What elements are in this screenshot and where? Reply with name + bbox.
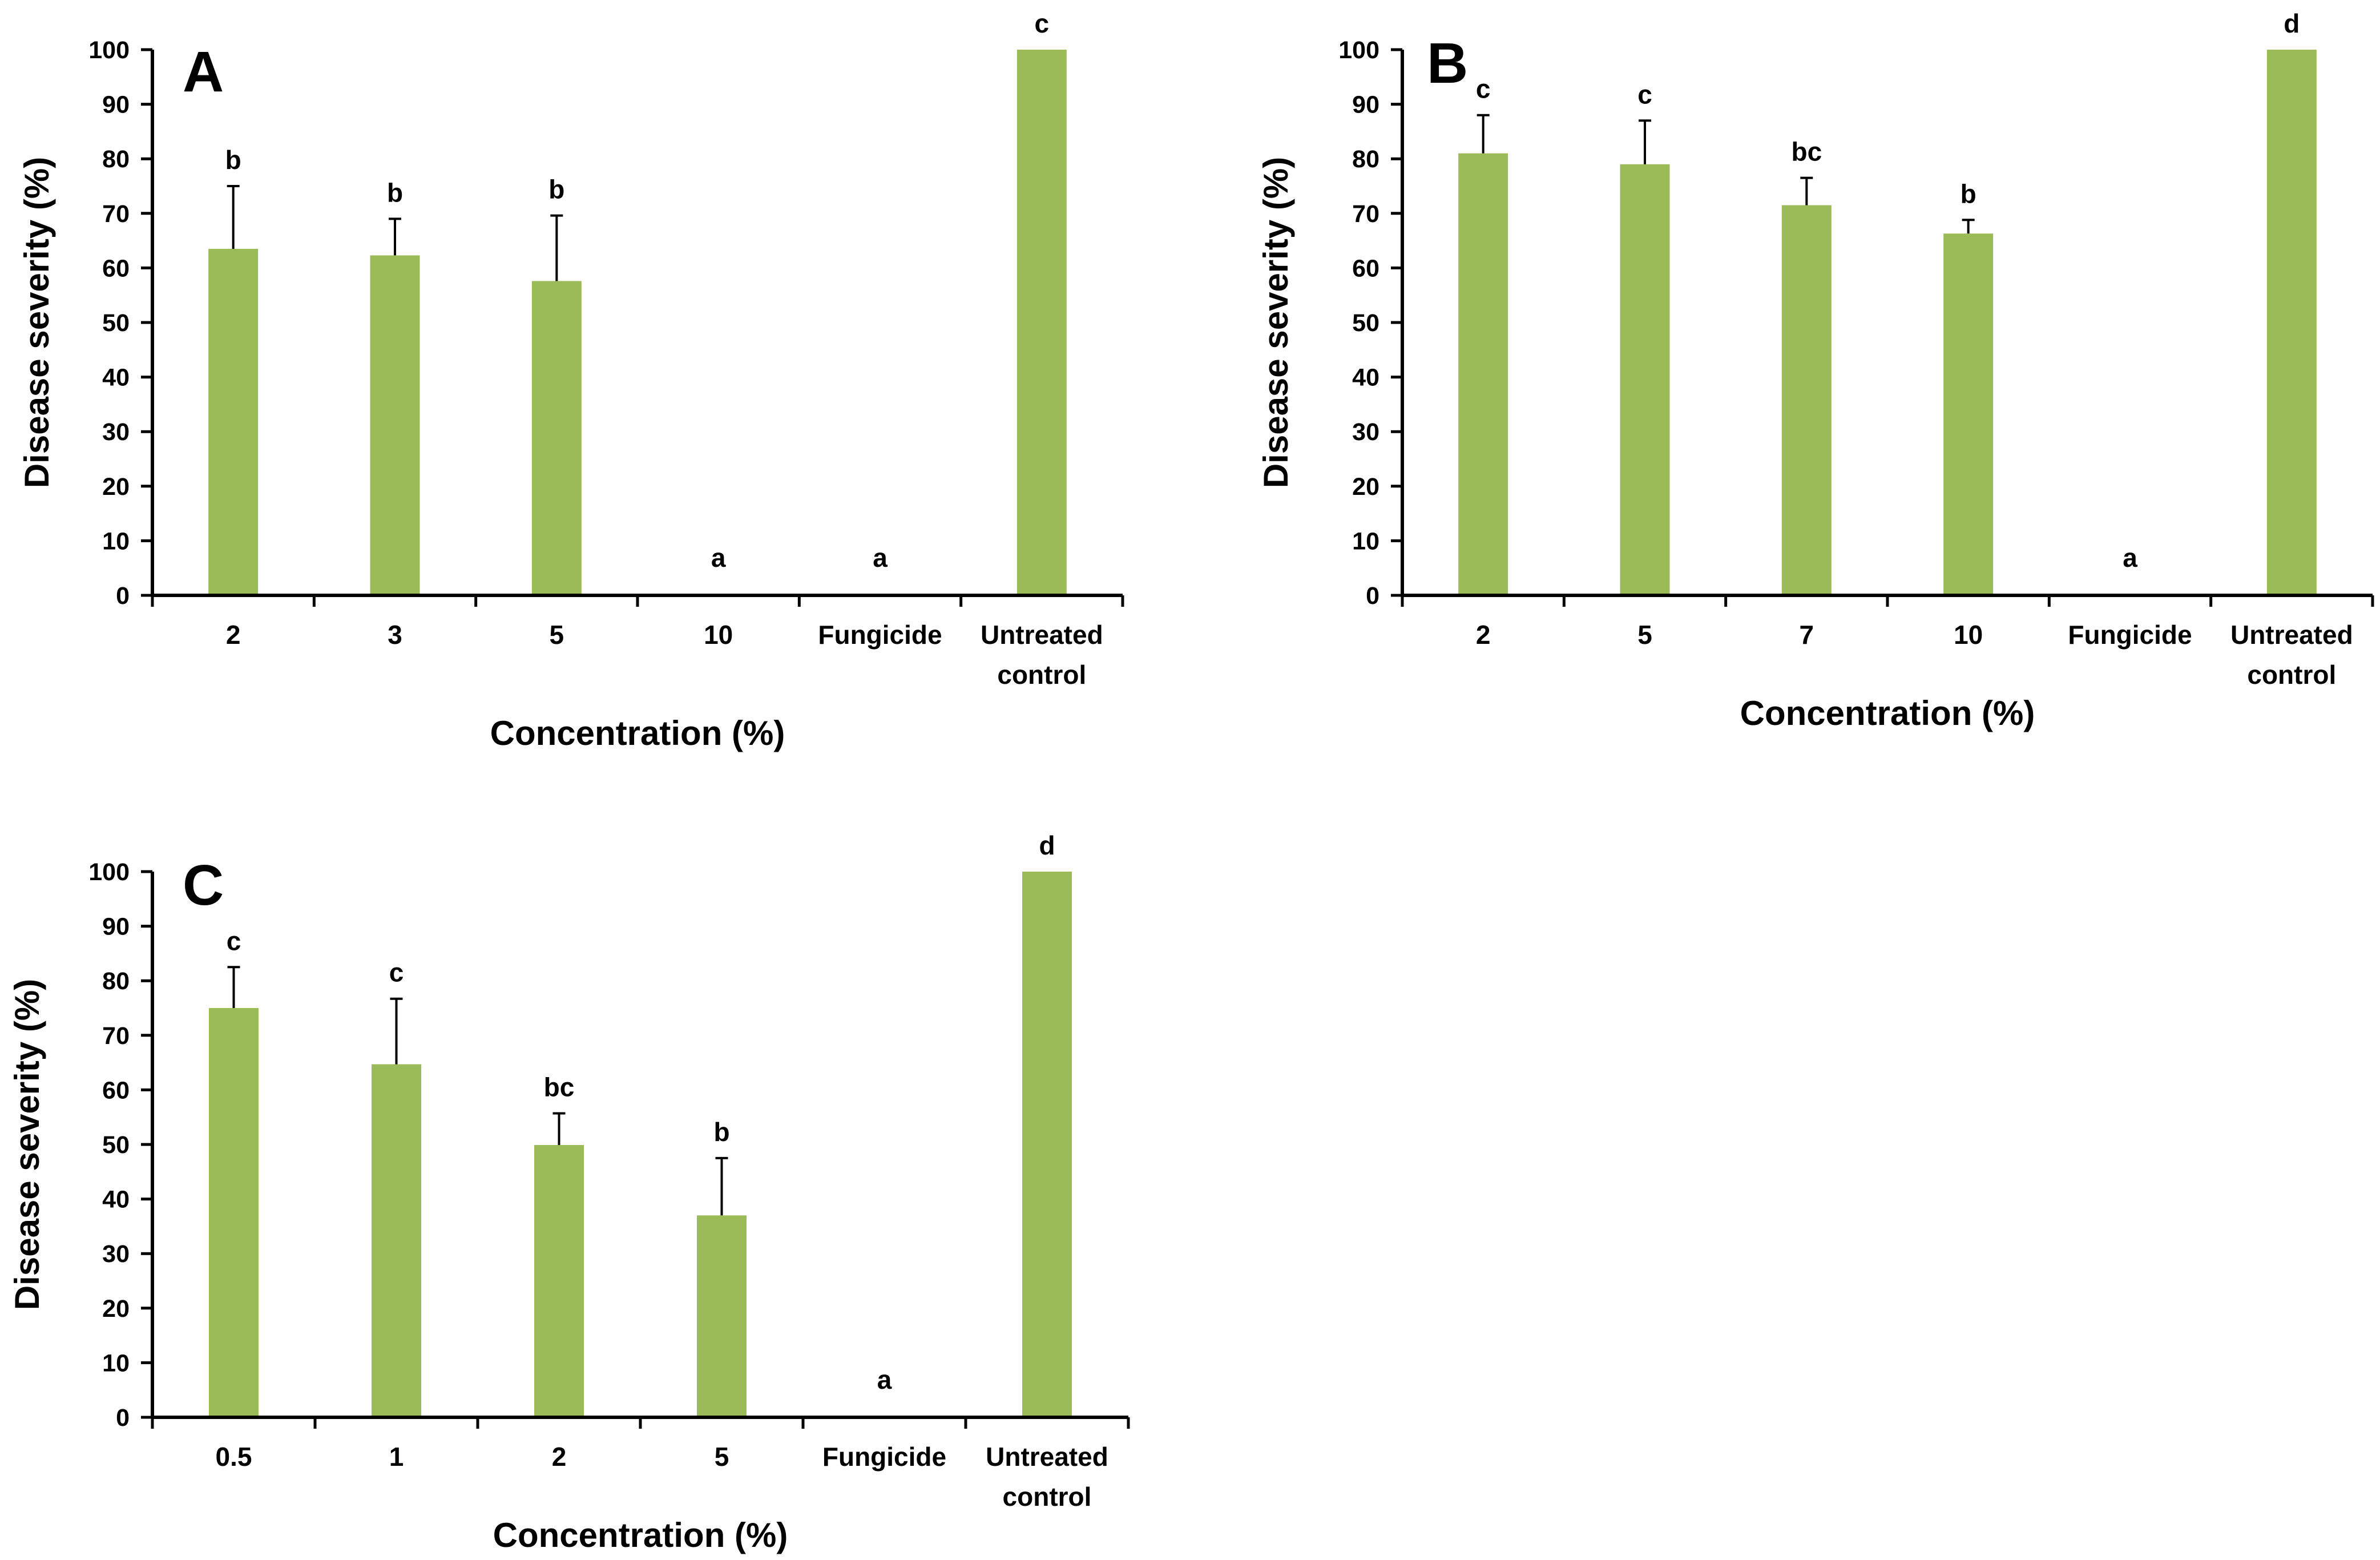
chart-a-category-label: Fungicide [818, 620, 942, 650]
chart-c-significance-letter: b [713, 1117, 729, 1147]
chart-b-significance-letter: a [2123, 543, 2137, 573]
chart-a-y-tick-label: 20 [102, 473, 130, 501]
chart-a-significance-letter: a [711, 543, 726, 573]
chart-c-panel-letter: C [183, 853, 224, 917]
chart-c-significance-letter: c [389, 958, 404, 987]
chart-b-category-label: 7 [1800, 620, 1814, 650]
chart-c-significance-letter: d [1039, 831, 1055, 860]
chart-a-y-tick-label: 40 [102, 364, 130, 392]
chart-c-bar [1022, 872, 1072, 1417]
chart-a-panel-letter: A [183, 40, 224, 104]
chart-b-y-tick-label: 50 [1352, 309, 1379, 337]
chart-b-panel-letter: B [1427, 31, 1468, 95]
chart-b-significance-letter: bc [1791, 137, 1822, 167]
chart-b-significance-letter: c [1476, 74, 1491, 104]
chart-b-y-tick-label: 100 [1338, 37, 1379, 64]
chart-a-bar [370, 255, 420, 595]
chart-c-category-label: control [1003, 1482, 1092, 1511]
chart-c-y-tick-label: 0 [116, 1404, 130, 1432]
chart-b-x-axis-title: Concentration (%) [1740, 694, 2035, 732]
chart-a-y-tick-label: 50 [102, 309, 130, 337]
chart-a-bar [531, 281, 582, 595]
chart-a-y-tick-label: 100 [88, 37, 130, 64]
chart-c-significance-letter: bc [544, 1073, 575, 1102]
chart-b-category-label: 2 [1476, 620, 1491, 650]
chart-c-y-axis-title: Disease severity (%) [8, 979, 46, 1310]
chart-a-y-tick-label: 30 [102, 418, 130, 446]
chart-a-y-tick-label: 90 [102, 91, 130, 119]
chart-c-category-label: Untreated [986, 1442, 1108, 1472]
chart-b-y-tick-label: 0 [1366, 582, 1379, 610]
chart-c-bar [697, 1215, 747, 1417]
chart-a-category-label: 2 [226, 620, 241, 650]
chart-b-bar [1458, 153, 1508, 595]
chart-b-bar [1781, 205, 1832, 596]
chart-b-category-label: control [2247, 660, 2336, 690]
chart-c-category-label: 1 [389, 1442, 404, 1472]
chart-b-category-label: 10 [1954, 620, 1983, 650]
chart-c-y-tick-label: 30 [102, 1240, 130, 1268]
chart-panel-b: 0 10 20 30 40 50 60 70 80 90 100 c 2 c 5 bc 7 b 10 a Fungici… [1257, 9, 2374, 732]
chart-c-y-tick-label: 80 [102, 968, 130, 995]
chart-b-bar [1620, 164, 1670, 595]
chart-b-significance-letter: c [1637, 79, 1652, 109]
chart-a-significance-letter: b [387, 178, 403, 207]
chart-a-significance-letter: b [225, 145, 241, 175]
chart-b-y-tick-label: 90 [1352, 91, 1379, 119]
chart-b-significance-letter: d [2284, 9, 2300, 38]
chart-a-category-label: Untreated [981, 620, 1103, 650]
chart-c-category-label: 0.5 [216, 1442, 252, 1472]
chart-a-category-label: 10 [704, 620, 733, 650]
chart-a-category-label: 3 [388, 620, 402, 650]
chart-c-category-label: Fungicide [822, 1442, 946, 1472]
chart-a-significance-letter: c [1035, 9, 1050, 38]
chart-c-y-tick-label: 50 [102, 1131, 130, 1159]
chart-b-bar [1943, 233, 1994, 595]
chart-panel-c: 0 10 20 30 40 50 60 70 80 90 100 c 0.5 c 1 bc 2 b 5 a Fungic… [8, 831, 1130, 1554]
chart-c-y-tick-label: 40 [102, 1186, 130, 1214]
chart-panel-a: 0 10 20 30 40 50 60 70 80 90 100 b 2 b 3 b 5 a 10 a Fungicid… [18, 9, 1124, 752]
chart-a-category-label: control [997, 660, 1086, 690]
chart-b-y-axis-title: Disease severity (%) [1257, 157, 1295, 488]
chart-b-category-label: Fungicide [2068, 620, 2192, 650]
chart-c-bar [209, 1008, 259, 1417]
chart-b-y-tick-label: 20 [1352, 473, 1379, 501]
chart-b-y-tick-label: 30 [1352, 418, 1379, 446]
chart-c-y-tick-label: 70 [102, 1022, 130, 1050]
chart-c-bar [534, 1144, 584, 1417]
chart-c-bar [372, 1064, 421, 1417]
chart-c-significance-letter: a [877, 1365, 892, 1394]
chart-c-category-label: 2 [552, 1442, 567, 1472]
chart-b-category-label: 5 [1637, 620, 1652, 650]
chart-c-significance-letter: c [227, 926, 241, 956]
chart-c-y-tick-label: 100 [88, 858, 130, 886]
chart-a-y-tick-label: 10 [102, 527, 130, 555]
chart-b-y-tick-label: 80 [1352, 146, 1379, 173]
chart-a-y-tick-label: 70 [102, 200, 130, 228]
chart-a-category-label: 5 [550, 620, 564, 650]
chart-a-y-tick-label: 80 [102, 146, 130, 173]
chart-c-y-tick-label: 20 [102, 1295, 130, 1323]
chart-b-y-tick-label: 40 [1352, 364, 1379, 392]
chart-c-y-tick-label: 90 [102, 913, 130, 941]
chart-a-significance-letter: b [548, 175, 564, 204]
chart-a-y-tick-label: 0 [116, 582, 130, 610]
chart-c-category-label: 5 [715, 1442, 729, 1472]
chart-b-y-tick-label: 10 [1352, 527, 1379, 555]
chart-b-category-label: Untreated [2230, 620, 2353, 650]
chart-a-y-tick-label: 60 [102, 255, 130, 282]
chart-a-y-axis-title: Disease severity (%) [18, 157, 56, 488]
chart-c-y-tick-label: 60 [102, 1077, 130, 1104]
chart-b-significance-letter: b [1961, 179, 1976, 208]
chart-b-bar [2266, 50, 2317, 595]
chart-a-bar [1016, 50, 1067, 595]
chart-a-x-axis-title: Concentration (%) [490, 714, 785, 752]
chart-a-bar [208, 248, 259, 595]
chart-b-y-tick-label: 70 [1352, 200, 1379, 228]
chart-a-significance-letter: a [873, 543, 888, 573]
chart-b-y-tick-label: 60 [1352, 255, 1379, 282]
chart-c-y-tick-label: 10 [102, 1349, 130, 1377]
chart-c-x-axis-title: Concentration (%) [493, 1516, 788, 1554]
